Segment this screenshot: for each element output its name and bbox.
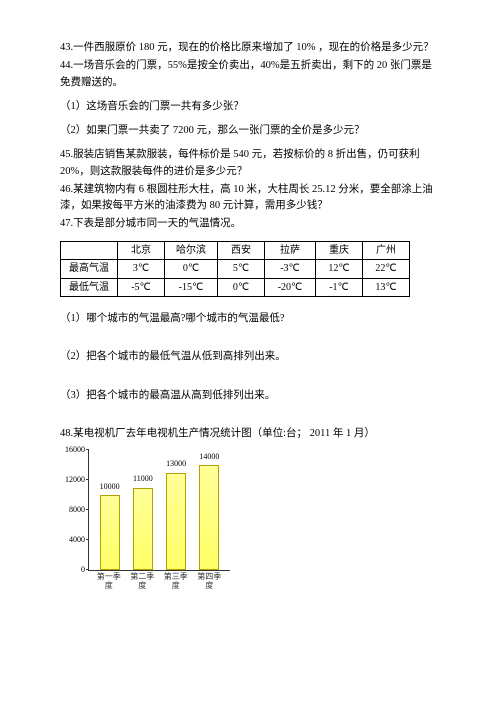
question-47-part2: （2）把各个城市的最低气温从低到高排列出来。	[60, 349, 440, 365]
chart-bar	[100, 495, 120, 570]
chart-bar	[199, 465, 219, 570]
table-cell: 最高气温	[61, 260, 118, 279]
chart-plot-area: 10000110001300014000 0400080001200016000	[88, 450, 230, 571]
table-header-cell: 北京	[118, 241, 165, 260]
bar-chart: 10000110001300014000 0400080001200016000…	[60, 450, 230, 591]
question-45: 45.服装店销售某款服装，每件标价是 540 元，若按标价的 8 折出售，仍可获…	[60, 147, 440, 180]
table-header-cell: 拉萨	[265, 241, 316, 260]
table-header-cell: 哈尔滨	[165, 241, 218, 260]
question-47-part3: （3）把各个城市的最高温从高到低排列出来。	[60, 388, 440, 404]
chart-bar-value: 14000	[199, 451, 219, 463]
chart-y-tick-label: 4000	[61, 534, 85, 546]
question-44-part1: （1）这场音乐会的门票一共有多少张？	[60, 99, 440, 115]
chart-bar-value: 11000	[133, 473, 153, 485]
chart-bars: 10000 11000 13000 14000	[89, 450, 230, 570]
table-cell: 22℃	[363, 260, 410, 279]
temperature-table: 北京哈尔滨西安拉萨重庆广州最高气温3℃0℃5℃-3℃12℃22℃最低气温-5℃-…	[60, 241, 440, 298]
chart-y-tick-label: 8000	[61, 504, 85, 516]
table-cell: 0℃	[165, 260, 218, 279]
chart-bar-value: 13000	[166, 458, 186, 470]
table-cell: -3℃	[265, 260, 316, 279]
chart-x-label: 第二季度	[130, 573, 154, 591]
table-cell: -5℃	[118, 278, 165, 297]
chart-y-tick-label: 12000	[61, 474, 85, 486]
table-cell: 最低气温	[61, 278, 118, 297]
table-header-cell: 西安	[218, 241, 265, 260]
question-43: 43.一件西服原价 180 元，现在的价格比原来增加了 10% ，现在的价格是多…	[60, 40, 440, 56]
table-cell: 13℃	[363, 278, 410, 297]
chart-x-labels: 第一季度第二季度第三季度第四季度	[88, 571, 230, 591]
table-cell: -1℃	[316, 278, 363, 297]
table-header-cell: 重庆	[316, 241, 363, 260]
chart-x-label: 第三季度	[164, 573, 188, 591]
worksheet-page: 43.一件西服原价 180 元，现在的价格比原来增加了 10% ，现在的价格是多…	[0, 0, 500, 707]
question-44-part2: （2）如果门票一共卖了 7200 元，那么一张门票的全价是多少元？	[60, 123, 440, 139]
table-cell: -15℃	[165, 278, 218, 297]
table-header-cell: 广州	[363, 241, 410, 260]
table-cell: 5℃	[218, 260, 265, 279]
table-cell: 12℃	[316, 260, 363, 279]
chart-y-tick-label: 16000	[61, 444, 85, 456]
chart-x-label: 第四季度	[197, 573, 221, 591]
chart-bar	[133, 488, 153, 571]
table-cell: 3℃	[118, 260, 165, 279]
table-cell: -20℃	[265, 278, 316, 297]
chart-bar-value: 10000	[100, 481, 120, 493]
chart-y-tick-label: 0	[61, 564, 85, 576]
question-48: 48.某电视机厂去年电视机生产情况统计图（单位:台； 2011 年 1 月）	[60, 426, 440, 442]
question-47: 47.下表是部分城市同一天的气温情况。	[60, 216, 440, 232]
question-47-part1: （1）哪个城市的气温最高?哪个城市的气温最低?	[60, 311, 440, 327]
table-header-cell	[61, 241, 118, 260]
chart-x-label: 第一季度	[97, 573, 121, 591]
chart-bar	[166, 473, 186, 571]
question-46: 46.某建筑物内有 6 根圆柱形大柱，高 10 米，大柱周长 25.12 分米，…	[60, 182, 440, 215]
temperature-grid: 北京哈尔滨西安拉萨重庆广州最高气温3℃0℃5℃-3℃12℃22℃最低气温-5℃-…	[60, 241, 410, 298]
question-44: 44.一场音乐会的门票，55%是按全价卖出，40%是五折卖出，剩下的 20 张门…	[60, 58, 440, 91]
table-cell: 0℃	[218, 278, 265, 297]
